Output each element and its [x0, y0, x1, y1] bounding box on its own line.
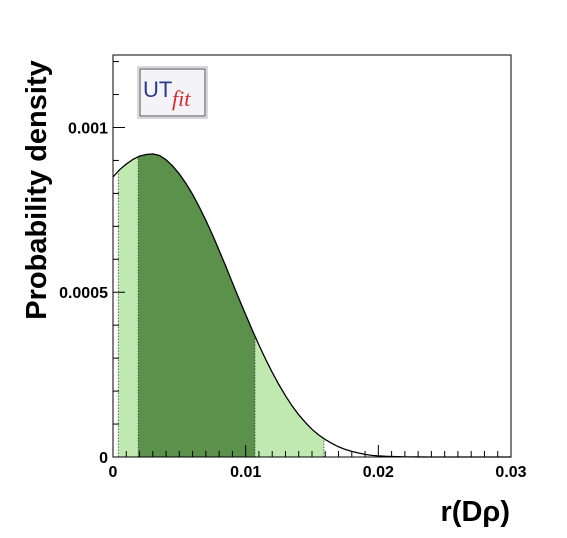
region-2	[138, 153, 255, 457]
x-tick-label: 0.01	[230, 464, 261, 481]
x-tick-label: 0.02	[363, 464, 394, 481]
utfit-logo: UT fit	[137, 66, 208, 119]
x-axis-tick-labels: 0 0.01 0.02 0.03	[109, 464, 527, 481]
y-tick-label: 0	[99, 450, 108, 467]
logo-fit-text: fit	[172, 86, 191, 111]
x-tick-label: 0.03	[495, 464, 526, 481]
y-tick-label: 0.001	[68, 120, 108, 137]
logo-ut-text: UT	[143, 77, 172, 102]
x-axis-title: r(Dρ)	[441, 496, 510, 528]
y-axis-title: Probability density	[21, 60, 53, 319]
y-axis-ticks	[113, 61, 125, 458]
x-tick-label: 0	[109, 464, 118, 481]
y-axis-tick-labels: 0 0.0005 0.001	[59, 120, 108, 467]
y-tick-label: 0.0005	[59, 285, 108, 302]
credible-regions	[117, 153, 325, 457]
x-axis-ticks	[112, 445, 512, 457]
